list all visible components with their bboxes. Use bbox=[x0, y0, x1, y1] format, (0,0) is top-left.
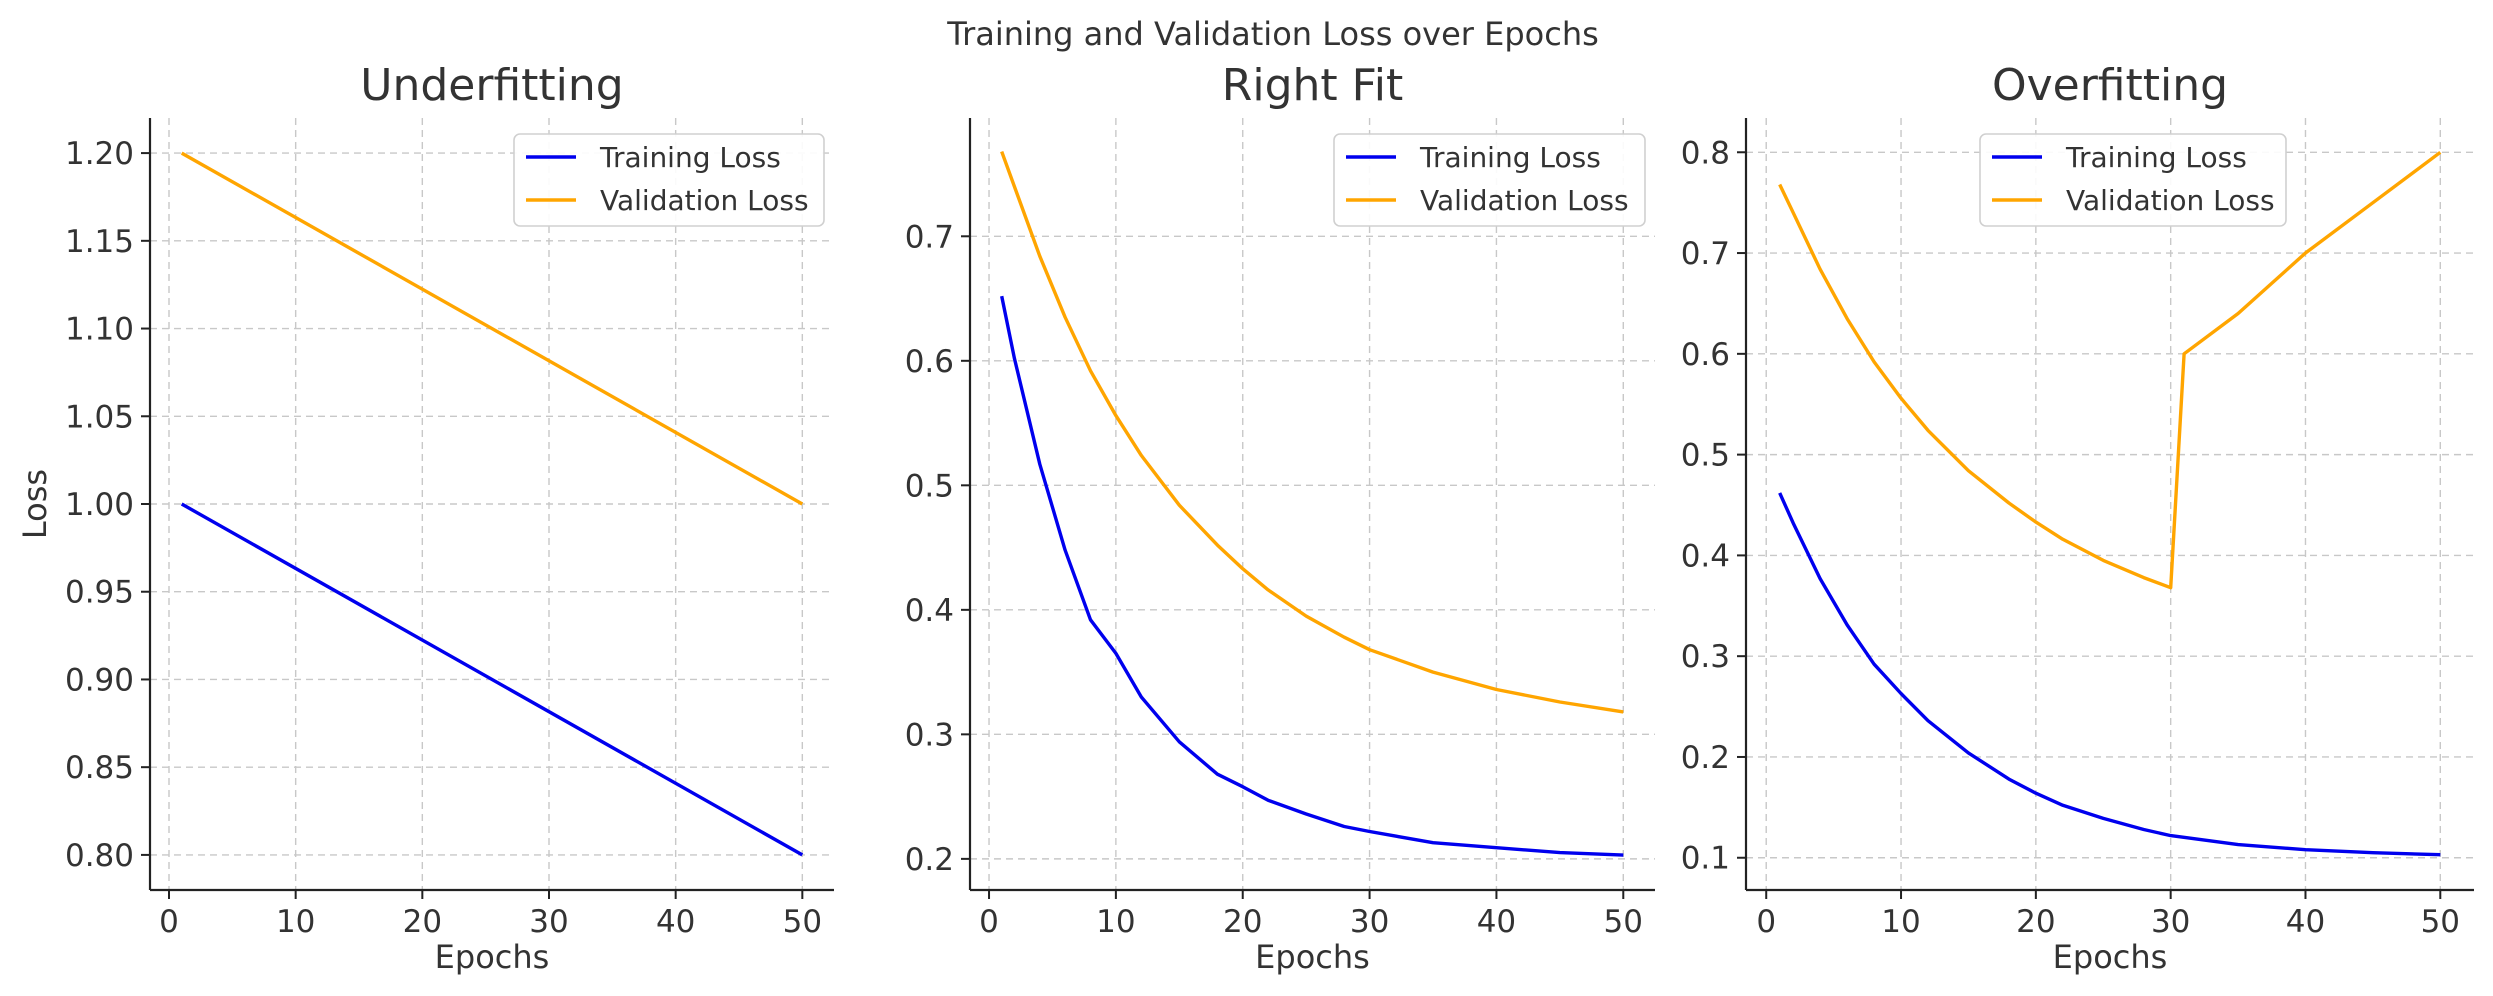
legend-label: Training Loss bbox=[2065, 141, 2247, 174]
y-tick-label: 1.15 bbox=[65, 224, 134, 260]
x-tick-label: 40 bbox=[656, 904, 695, 940]
legend-label: Validation Loss bbox=[1420, 184, 1629, 217]
panel-overfitting: 0 10 20 30 40 50 0.1 0.2 0.3 0.4 0.5 0.6 0.7 0.8 Overf… bbox=[1681, 60, 2474, 976]
y-tick-label: 0.1 bbox=[1681, 841, 1730, 877]
legend-box bbox=[513, 133, 825, 227]
y-tick-label: 0.95 bbox=[65, 575, 134, 611]
panel-title: Right Fit bbox=[1222, 60, 1403, 111]
legend-box bbox=[1979, 133, 2287, 227]
y-tick-label: 1.00 bbox=[65, 487, 134, 523]
legend-label: Validation Loss bbox=[600, 184, 809, 217]
x-tick-label: 50 bbox=[783, 904, 822, 940]
y-tick-label: 0.5 bbox=[905, 468, 954, 504]
figure-title: Training and Validation Loss over Epochs bbox=[946, 15, 1599, 53]
x-tick-label: 20 bbox=[2016, 904, 2055, 940]
x-tick-label: 0 bbox=[979, 904, 999, 940]
panel-underfitting: 0 10 20 30 40 50 0.80 0.85 0.90 0.95 1.00 1.05 1.10 1… bbox=[16, 60, 834, 976]
legend: Training Loss Validation Loss bbox=[513, 133, 825, 227]
series-line-validation-loss bbox=[1778, 150, 2442, 590]
x-axis-label: Epochs bbox=[1255, 938, 1370, 976]
series-line-training-loss bbox=[180, 502, 804, 857]
y-tick-label: 0.85 bbox=[65, 750, 134, 786]
x-tick-label: 30 bbox=[2151, 904, 2190, 940]
y-tick-label: 1.20 bbox=[65, 136, 134, 172]
series-line-training-loss bbox=[1778, 492, 2441, 857]
y-axis-label: Loss bbox=[16, 469, 54, 539]
y-tick-label: 1.10 bbox=[65, 312, 134, 348]
y-tick-label: 0.2 bbox=[905, 842, 954, 878]
legend-label: Validation Loss bbox=[2066, 184, 2275, 217]
y-tick-label: 0.4 bbox=[905, 593, 954, 629]
legend-box bbox=[1333, 133, 1646, 227]
x-tick-label: 20 bbox=[1223, 904, 1262, 940]
legend-label: Training Loss bbox=[1419, 141, 1601, 174]
panel-title: Overfitting bbox=[1992, 60, 2228, 111]
x-axis-label: Epochs bbox=[2053, 938, 2168, 976]
y-tick-label: 0.6 bbox=[905, 344, 954, 380]
x-tick-label: 30 bbox=[1350, 904, 1389, 940]
x-tick-label: 20 bbox=[403, 904, 442, 940]
x-tick-label: 30 bbox=[529, 904, 568, 940]
y-tick-label: 1.05 bbox=[65, 399, 134, 435]
x-tick-label: 10 bbox=[1881, 904, 1920, 940]
y-tick-label: 0.7 bbox=[905, 219, 954, 255]
series-line-training-loss bbox=[1000, 295, 1624, 857]
series-line-validation-loss bbox=[1000, 151, 1624, 714]
y-tick-label: 0.4 bbox=[1681, 538, 1730, 574]
y-tick-label: 0.2 bbox=[1681, 740, 1730, 776]
legend: Training Loss Validation Loss bbox=[1333, 133, 1646, 227]
x-tick-label: 10 bbox=[276, 904, 315, 940]
y-tick-label: 0.6 bbox=[1681, 337, 1730, 373]
legend: Training Loss Validation Loss bbox=[1979, 133, 2287, 227]
x-tick-label: 50 bbox=[2421, 904, 2460, 940]
x-axis-label: Epochs bbox=[435, 938, 550, 976]
y-tick-label: 0.80 bbox=[65, 838, 134, 874]
y-tick-label: 0.3 bbox=[1681, 639, 1730, 675]
x-tick-label: 50 bbox=[1604, 904, 1643, 940]
legend-label: Training Loss bbox=[599, 141, 781, 174]
y-tick-label: 0.8 bbox=[1681, 135, 1730, 171]
x-tick-label: 40 bbox=[1477, 904, 1516, 940]
x-tick-label: 40 bbox=[2286, 904, 2325, 940]
y-tick-label: 0.3 bbox=[905, 717, 954, 753]
x-tick-label: 10 bbox=[1096, 904, 1135, 940]
x-tick-label: 0 bbox=[1756, 904, 1776, 940]
y-tick-label: 0.7 bbox=[1681, 236, 1730, 272]
series-line-validation-loss bbox=[180, 151, 804, 506]
x-tick-label: 0 bbox=[159, 904, 179, 940]
panel-right-fit: 0 10 20 30 40 50 0.2 0.3 0.4 0.5 0.6 0.7 Right Fit Ep… bbox=[905, 60, 1655, 976]
y-tick-label: 0.5 bbox=[1681, 438, 1730, 474]
y-tick-label: 0.90 bbox=[65, 662, 134, 698]
panel-title: Underfitting bbox=[360, 60, 623, 111]
